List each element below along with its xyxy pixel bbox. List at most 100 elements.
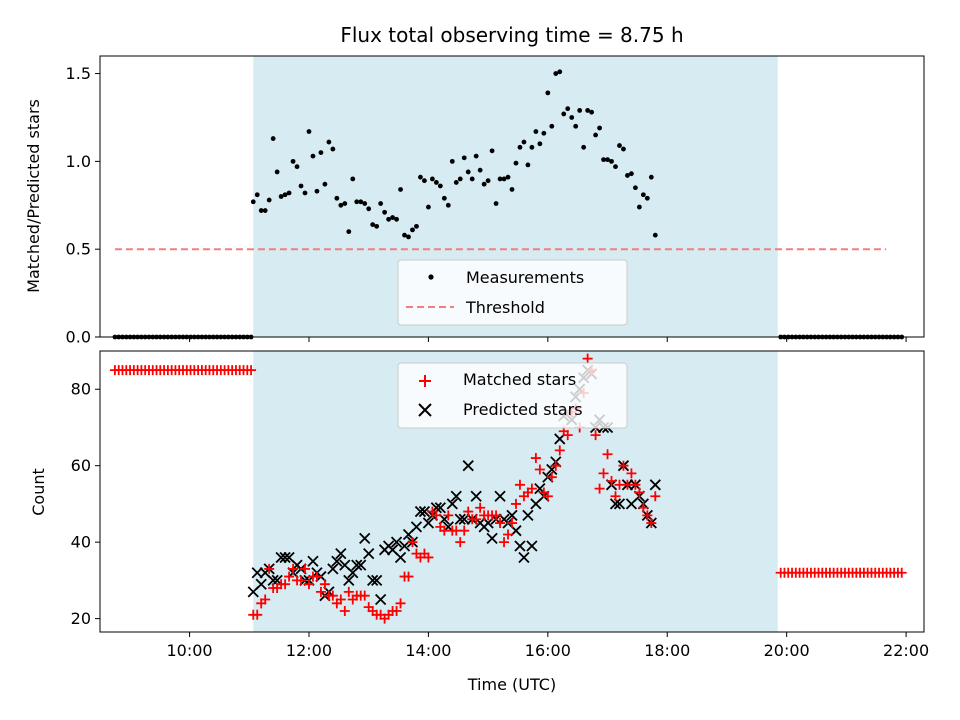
predicted-stars-point-29 — [363, 547, 375, 560]
predicted-stars-point-30 — [367, 574, 379, 587]
matched-stars-point-46 — [431, 510, 442, 521]
measurements-point-74 — [545, 90, 551, 96]
measurements-point-87 — [597, 125, 602, 131]
measurements-point-95 — [629, 171, 634, 177]
matched-stars-point-96 — [630, 479, 641, 490]
count-after-point-32 — [896, 567, 907, 578]
measurements-point-64 — [505, 174, 511, 180]
bottom-x-ticks: 10:00 12:00 14:00 16:00 18:00 20:00 22:00 — [167, 632, 929, 660]
measurements-point-55 — [469, 176, 475, 182]
bottom-xtick-label-2: 14:00 — [405, 641, 451, 660]
predicted-stars-point-42 — [414, 505, 427, 518]
measurements-point-34 — [386, 216, 391, 222]
top-ytick-label-3: 1.5 — [66, 64, 91, 83]
bottom-xtick-label-4: 18:00 — [644, 641, 690, 660]
top-y-ticks: 0.0 0.5 1.0 1.5 — [66, 64, 100, 347]
measurements-point-62 — [497, 176, 503, 182]
measurements-point-92 — [617, 143, 622, 148]
predicted-stars-point-26 — [351, 559, 363, 571]
top-x-ticks — [189, 337, 907, 342]
measurements-point-80 — [569, 115, 575, 120]
measurements-point-27 — [358, 199, 364, 205]
matched-stars-point-75 — [546, 472, 557, 483]
measurements-point-6 — [274, 169, 280, 175]
measurements-point-71 — [533, 129, 539, 134]
measurements-point-16 — [314, 188, 320, 194]
measurements-point-89 — [605, 157, 610, 163]
matched-stars-point-49 — [443, 510, 454, 521]
measurements-point-36 — [394, 216, 399, 222]
predicted-stars-point-51 — [450, 490, 462, 502]
matched-stars-point-37 — [395, 598, 406, 609]
measurements-point-83 — [581, 144, 587, 150]
matched-stars-point-16 — [311, 571, 322, 582]
measurements-point-54 — [465, 169, 471, 175]
legend-matched-marker — [419, 375, 431, 387]
measurements-point-29 — [366, 206, 372, 212]
bottom-y-ticks: 20 40 60 80 — [71, 380, 100, 628]
measurements-point-61 — [493, 201, 499, 206]
measurements-point-11 — [294, 164, 300, 170]
measurements-point-56 — [473, 153, 479, 159]
predicted-stars-point-20 — [327, 563, 339, 575]
predicted-stars-point-15 — [307, 555, 319, 567]
measurements-point-93 — [621, 146, 626, 152]
predicted-stars-point-8 — [279, 551, 291, 564]
measurements-point-26 — [354, 199, 360, 205]
top-ytick-label-1: 0.5 — [66, 240, 91, 259]
predicted-stars-point-60 — [486, 532, 498, 544]
measurements-point-23 — [342, 201, 348, 206]
matched-stars-point-66 — [510, 498, 521, 509]
matched-stars-point-77 — [554, 445, 565, 456]
measurements-point-63 — [501, 176, 507, 182]
x-axis-label: Time (UTC) — [467, 675, 556, 694]
matched-stars-point-70 — [526, 483, 537, 494]
legend-measurements-marker — [428, 274, 434, 280]
matched-stars-point-20 — [327, 590, 338, 601]
predicted-stars-point-27 — [355, 559, 367, 571]
top-legend-box — [397, 259, 628, 326]
predicted-stars-point-69 — [522, 509, 534, 522]
measurements-point-38 — [402, 232, 407, 238]
measurements-point-91 — [613, 164, 618, 170]
measurements-point-9 — [286, 190, 292, 196]
matched-stars-point-23 — [339, 605, 350, 616]
measurements-point-21 — [334, 195, 340, 201]
predicted-stars-point-54 — [462, 460, 474, 472]
matched-stars-point-88 — [598, 468, 609, 479]
measurements-point-24 — [346, 229, 352, 235]
matched-stars-point-3 — [260, 594, 271, 605]
measurements-point-7 — [278, 194, 284, 199]
matched-stars-point-40 — [407, 537, 418, 548]
measurements-point-39 — [406, 234, 411, 240]
matched-stars-point-18 — [319, 579, 330, 590]
predicted-stars-point-43 — [418, 505, 431, 518]
matched-stars-point-61 — [491, 510, 502, 521]
matched-stars-point-10 — [288, 563, 299, 574]
predicted-stars-point-22 — [335, 547, 347, 560]
measurements-point-76 — [553, 71, 559, 76]
measurements-point-5 — [270, 136, 276, 141]
bottom-panel: 20 40 60 80 10:00 12:00 14:00 16:00 18:00 20:00 2… — [29, 337, 929, 694]
matched-stars-point-93 — [618, 460, 629, 471]
measurements-point-12 — [298, 183, 304, 189]
measurements-point-65 — [509, 187, 515, 192]
matched-stars-point-87 — [594, 483, 605, 494]
matched-stars-point-97 — [634, 487, 645, 498]
predicted-stars-point-37 — [394, 551, 407, 564]
measurements-point-66 — [513, 160, 519, 166]
matched-stars-point-4 — [264, 563, 275, 574]
matched-stars-point-24 — [343, 586, 354, 597]
predicted-stars-point-70 — [526, 540, 538, 552]
measurements-point-2 — [258, 208, 264, 213]
measurements-point-59 — [485, 178, 491, 184]
predicted-stars-point-21 — [331, 555, 343, 567]
measurements-point-48 — [441, 195, 447, 201]
legend-predicted-marker — [418, 403, 432, 417]
measurements-point-28 — [362, 201, 368, 206]
top-ytick-label-2: 1.0 — [66, 152, 91, 171]
predicted-stars-point-91 — [609, 498, 622, 510]
measurements-point-58 — [481, 181, 487, 187]
matched-stars-point-74 — [542, 491, 553, 502]
measurements-point-43 — [422, 178, 427, 184]
